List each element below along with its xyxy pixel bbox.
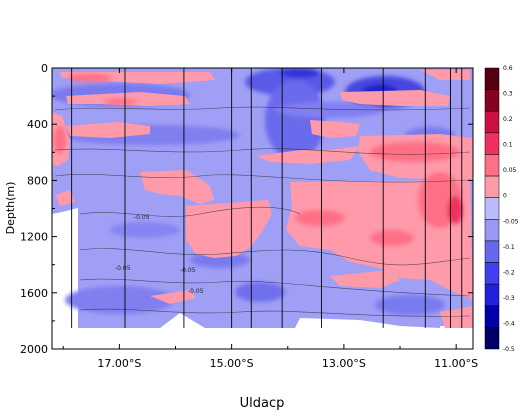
red-structures: [54, 74, 463, 246]
contour-label: -0.05: [180, 267, 196, 274]
colorbar-label: 0.3: [503, 91, 513, 98]
colorbar-swatch: [484, 132, 500, 155]
contour-label: -0.05: [134, 214, 150, 221]
y-tick-label: 0: [41, 62, 48, 75]
colorbar-swatch: [484, 197, 500, 220]
colorbar-label: -0.3: [503, 295, 515, 302]
contour-lines: [54, 106, 471, 317]
colorbar-swatch: [484, 240, 500, 263]
colorbar-label: 0.05: [503, 167, 517, 174]
y-tick-label: 1600: [20, 287, 48, 300]
colorbar-swatch: [484, 283, 500, 307]
colorbar-swatch: [484, 219, 500, 242]
y-tick-label: 800: [27, 174, 48, 187]
y-axis: 0 400 800 1200 1600 2000: [20, 62, 473, 356]
colorbar-swatch: [484, 262, 500, 285]
x-tick-label: 15.00°S: [210, 357, 254, 370]
x-axis: 17.00°S 15.00°S 13.00°S 11.00°S: [62, 68, 478, 370]
colorbar: 0.6 0.3 0.2 0.1 0.05 0 -0.05 -0.1 -0.2 -0.3 -0.4 -0…: [484, 65, 519, 353]
station-lines: [71, 68, 463, 328]
contour-label: -0.05: [188, 288, 204, 295]
colorbar-label: 0: [503, 193, 507, 200]
colorbar-label: -0.1: [503, 244, 515, 251]
colorbar-swatch: [484, 154, 500, 177]
colorbar-label: -0.5: [503, 346, 515, 353]
y-tick-label: 2000: [20, 343, 48, 356]
colorbar-label: -0.4: [503, 320, 515, 327]
contour-label-group: -0.05 -0.05 -0.05 -0.05: [115, 214, 204, 295]
colorbar-swatch: [484, 175, 500, 198]
y-axis-title: Depth(m): [4, 182, 17, 235]
colorbar-label: -0.2: [503, 269, 515, 276]
colorbar-swatch: [484, 89, 500, 112]
chart-title: Uldacp: [240, 396, 285, 411]
colorbar-swatch: [484, 67, 500, 90]
colorbar-label: 0.2: [503, 116, 513, 123]
x-tick-label: 11.00°S: [434, 357, 478, 370]
x-tick-label: 17.00°S: [97, 357, 141, 370]
y-tick-label: 400: [27, 118, 48, 131]
contour-label: -0.05: [115, 265, 131, 272]
colorbar-swatch: [484, 110, 500, 134]
colorbar-label: -0.05: [503, 218, 519, 225]
color-field: [52, 68, 473, 328]
colorbar-label: 0.6: [503, 65, 513, 72]
colorbar-label: 0.1: [503, 142, 513, 149]
x-tick-label: 13.00°S: [322, 357, 366, 370]
colorbar-swatch: [484, 327, 500, 350]
y-tick-label: 1200: [20, 231, 48, 244]
colorbar-swatch: [484, 305, 500, 328]
